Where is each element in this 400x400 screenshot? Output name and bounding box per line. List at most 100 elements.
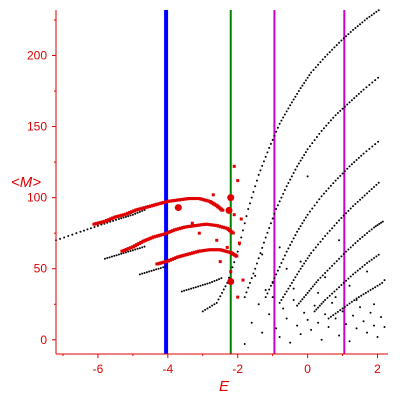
red-point [190,197,195,201]
black-point [345,323,348,326]
red-point [122,248,127,252]
black-point [282,192,285,195]
red-point [203,198,208,202]
red-point [226,250,231,254]
black-point [348,165,351,168]
red-point [191,224,196,228]
black-point [290,175,293,178]
black-point [261,164,264,167]
black-point [376,284,379,287]
black-point [224,285,227,288]
black-point [348,302,351,305]
black-point [275,273,278,276]
black-point [218,278,221,281]
red-point [174,198,179,202]
black-point [317,243,320,246]
red-point [189,224,194,228]
black-point [343,105,346,108]
black-point [306,213,309,216]
black-point [367,290,370,293]
black-point [250,196,253,199]
black-point [332,116,335,119]
red-big-point [227,278,235,286]
black-point [310,287,313,290]
red-point [117,214,122,218]
black-point [117,217,120,220]
black-point [355,95,358,97]
black-point [145,271,148,274]
black-point [278,122,281,125]
black-point [368,15,371,18]
black-point [335,221,338,224]
black-point [296,230,299,233]
black-point [380,316,383,319]
red-point [149,204,154,208]
red-point [94,222,99,226]
red-point [170,199,175,203]
black-point [285,110,288,113]
black-point [362,320,365,323]
red-point [151,203,156,207]
black-point [266,151,269,154]
black-point [82,229,85,232]
black-point [93,226,96,229]
black-point [268,146,271,149]
black-point [334,179,337,182]
black-point [141,209,144,212]
black-point [352,244,355,247]
red-point [172,257,177,261]
black-point [349,31,352,34]
black-point [264,236,267,239]
red-point [92,222,97,226]
black-point [303,262,306,265]
black-point [363,194,366,197]
black-point [373,324,376,327]
black-point [366,331,369,334]
black-point [373,185,376,188]
black-point [370,14,373,17]
red-point [224,249,229,253]
black-point [306,257,309,260]
black-point [381,281,384,284]
red-point [239,217,243,221]
black-point [268,288,271,291]
red-point [205,248,210,252]
red-point [166,230,171,234]
black-point [233,261,236,264]
red-point [237,241,241,245]
black-point [324,235,327,238]
black-point [340,217,343,220]
red-point [184,253,189,257]
black-point [143,245,146,248]
black-point [159,267,162,269]
black-point [328,51,331,54]
red-point [206,222,211,226]
black-point [296,165,299,168]
black-point [348,284,351,287]
black-point [318,132,321,135]
black-point [308,145,311,148]
red-point [197,231,201,235]
black-point [359,23,362,26]
red-point [186,197,191,201]
black-point [373,303,376,306]
black-point [366,192,369,195]
ticks-layer: -6 -4 -2 0 2 0 50 100 150 200 [27,19,381,376]
red-point [177,227,182,231]
black-point [346,103,349,106]
red-point [216,248,221,252]
black-point [278,265,281,268]
red-point [153,203,158,207]
black-point [297,270,300,273]
red-point [210,223,215,227]
black-point [136,211,139,214]
red-point [195,250,200,254]
black-point [308,254,311,257]
red-point [186,252,191,256]
red-point [128,246,133,250]
black-point [289,178,292,181]
black-point [152,269,155,272]
black-point [204,308,207,311]
black-point [333,224,336,227]
black-point [349,207,352,210]
